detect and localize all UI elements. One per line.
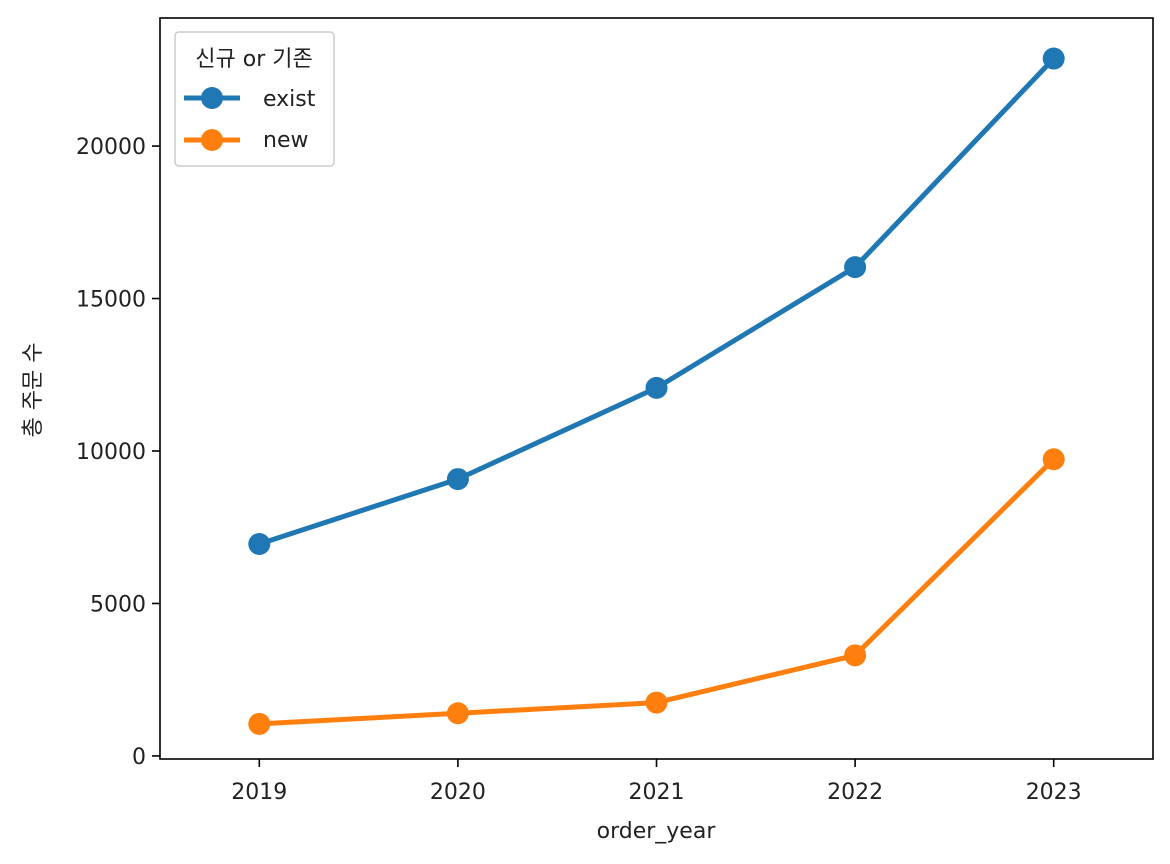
y-tick-label: 20000 [76,135,146,160]
x-tick-label: 2019 [231,780,287,805]
data-point-new-2019 [248,712,271,735]
data-point-exist-2023 [1042,47,1065,70]
legend-marker-exist [201,87,223,109]
data-point-new-2021 [645,691,668,714]
series-layer [248,47,1065,735]
data-point-exist-2020 [446,468,469,491]
data-point-new-2020 [446,702,469,725]
series-new [248,448,1065,735]
series-exist [248,47,1065,556]
legend-label-new: new [263,128,308,153]
data-point-exist-2019 [248,533,271,556]
y-axis-label: 총 주문 수 [21,343,46,438]
legend-label-exist: exist [263,87,316,112]
x-tick-label: 2021 [629,780,685,805]
x-axis-label: order_year [597,819,717,844]
y-tick-label: 5000 [90,592,146,617]
data-point-exist-2022 [844,256,867,279]
y-axis: 0 5000 10000 15000 20000 [76,135,160,770]
y-tick-label: 0 [132,745,146,770]
x-axis: 2019 2020 2021 2022 2023 [231,759,1082,805]
legend-title: 신규 or 기존 [195,47,312,72]
legend: 신규 or 기존 exist new [174,31,335,167]
y-tick-label: 15000 [76,288,146,313]
data-point-exist-2021 [645,376,668,399]
data-point-new-2022 [844,644,867,667]
y-tick-label: 10000 [76,440,146,465]
x-tick-label: 2020 [430,780,486,805]
x-tick-label: 2023 [1026,780,1082,805]
legend-marker-new [201,129,223,151]
data-point-new-2023 [1042,448,1065,471]
x-tick-label: 2022 [827,780,883,805]
